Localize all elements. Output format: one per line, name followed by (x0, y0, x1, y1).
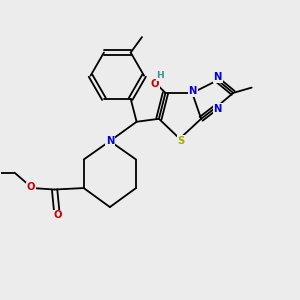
Text: S: S (178, 136, 185, 146)
Text: N: N (214, 104, 222, 114)
Text: N: N (189, 86, 197, 96)
Text: H: H (156, 71, 164, 80)
Text: N: N (106, 136, 114, 146)
Text: O: O (27, 182, 35, 193)
Text: O: O (53, 210, 62, 220)
Text: O: O (151, 79, 159, 89)
Text: N: N (214, 72, 222, 82)
